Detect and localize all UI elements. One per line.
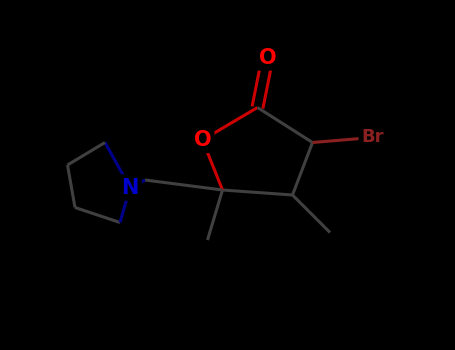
Text: O: O — [194, 130, 211, 150]
Text: O: O — [259, 48, 276, 68]
Text: Br: Br — [361, 128, 384, 147]
Text: N: N — [121, 177, 139, 197]
